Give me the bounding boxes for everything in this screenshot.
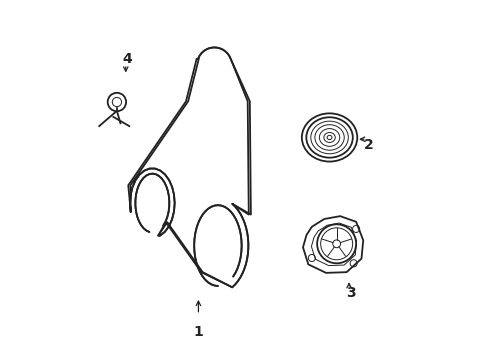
Text: 3: 3 <box>346 287 355 301</box>
Text: 4: 4 <box>122 53 132 67</box>
Text: 2: 2 <box>363 138 373 152</box>
Text: 1: 1 <box>193 325 203 339</box>
